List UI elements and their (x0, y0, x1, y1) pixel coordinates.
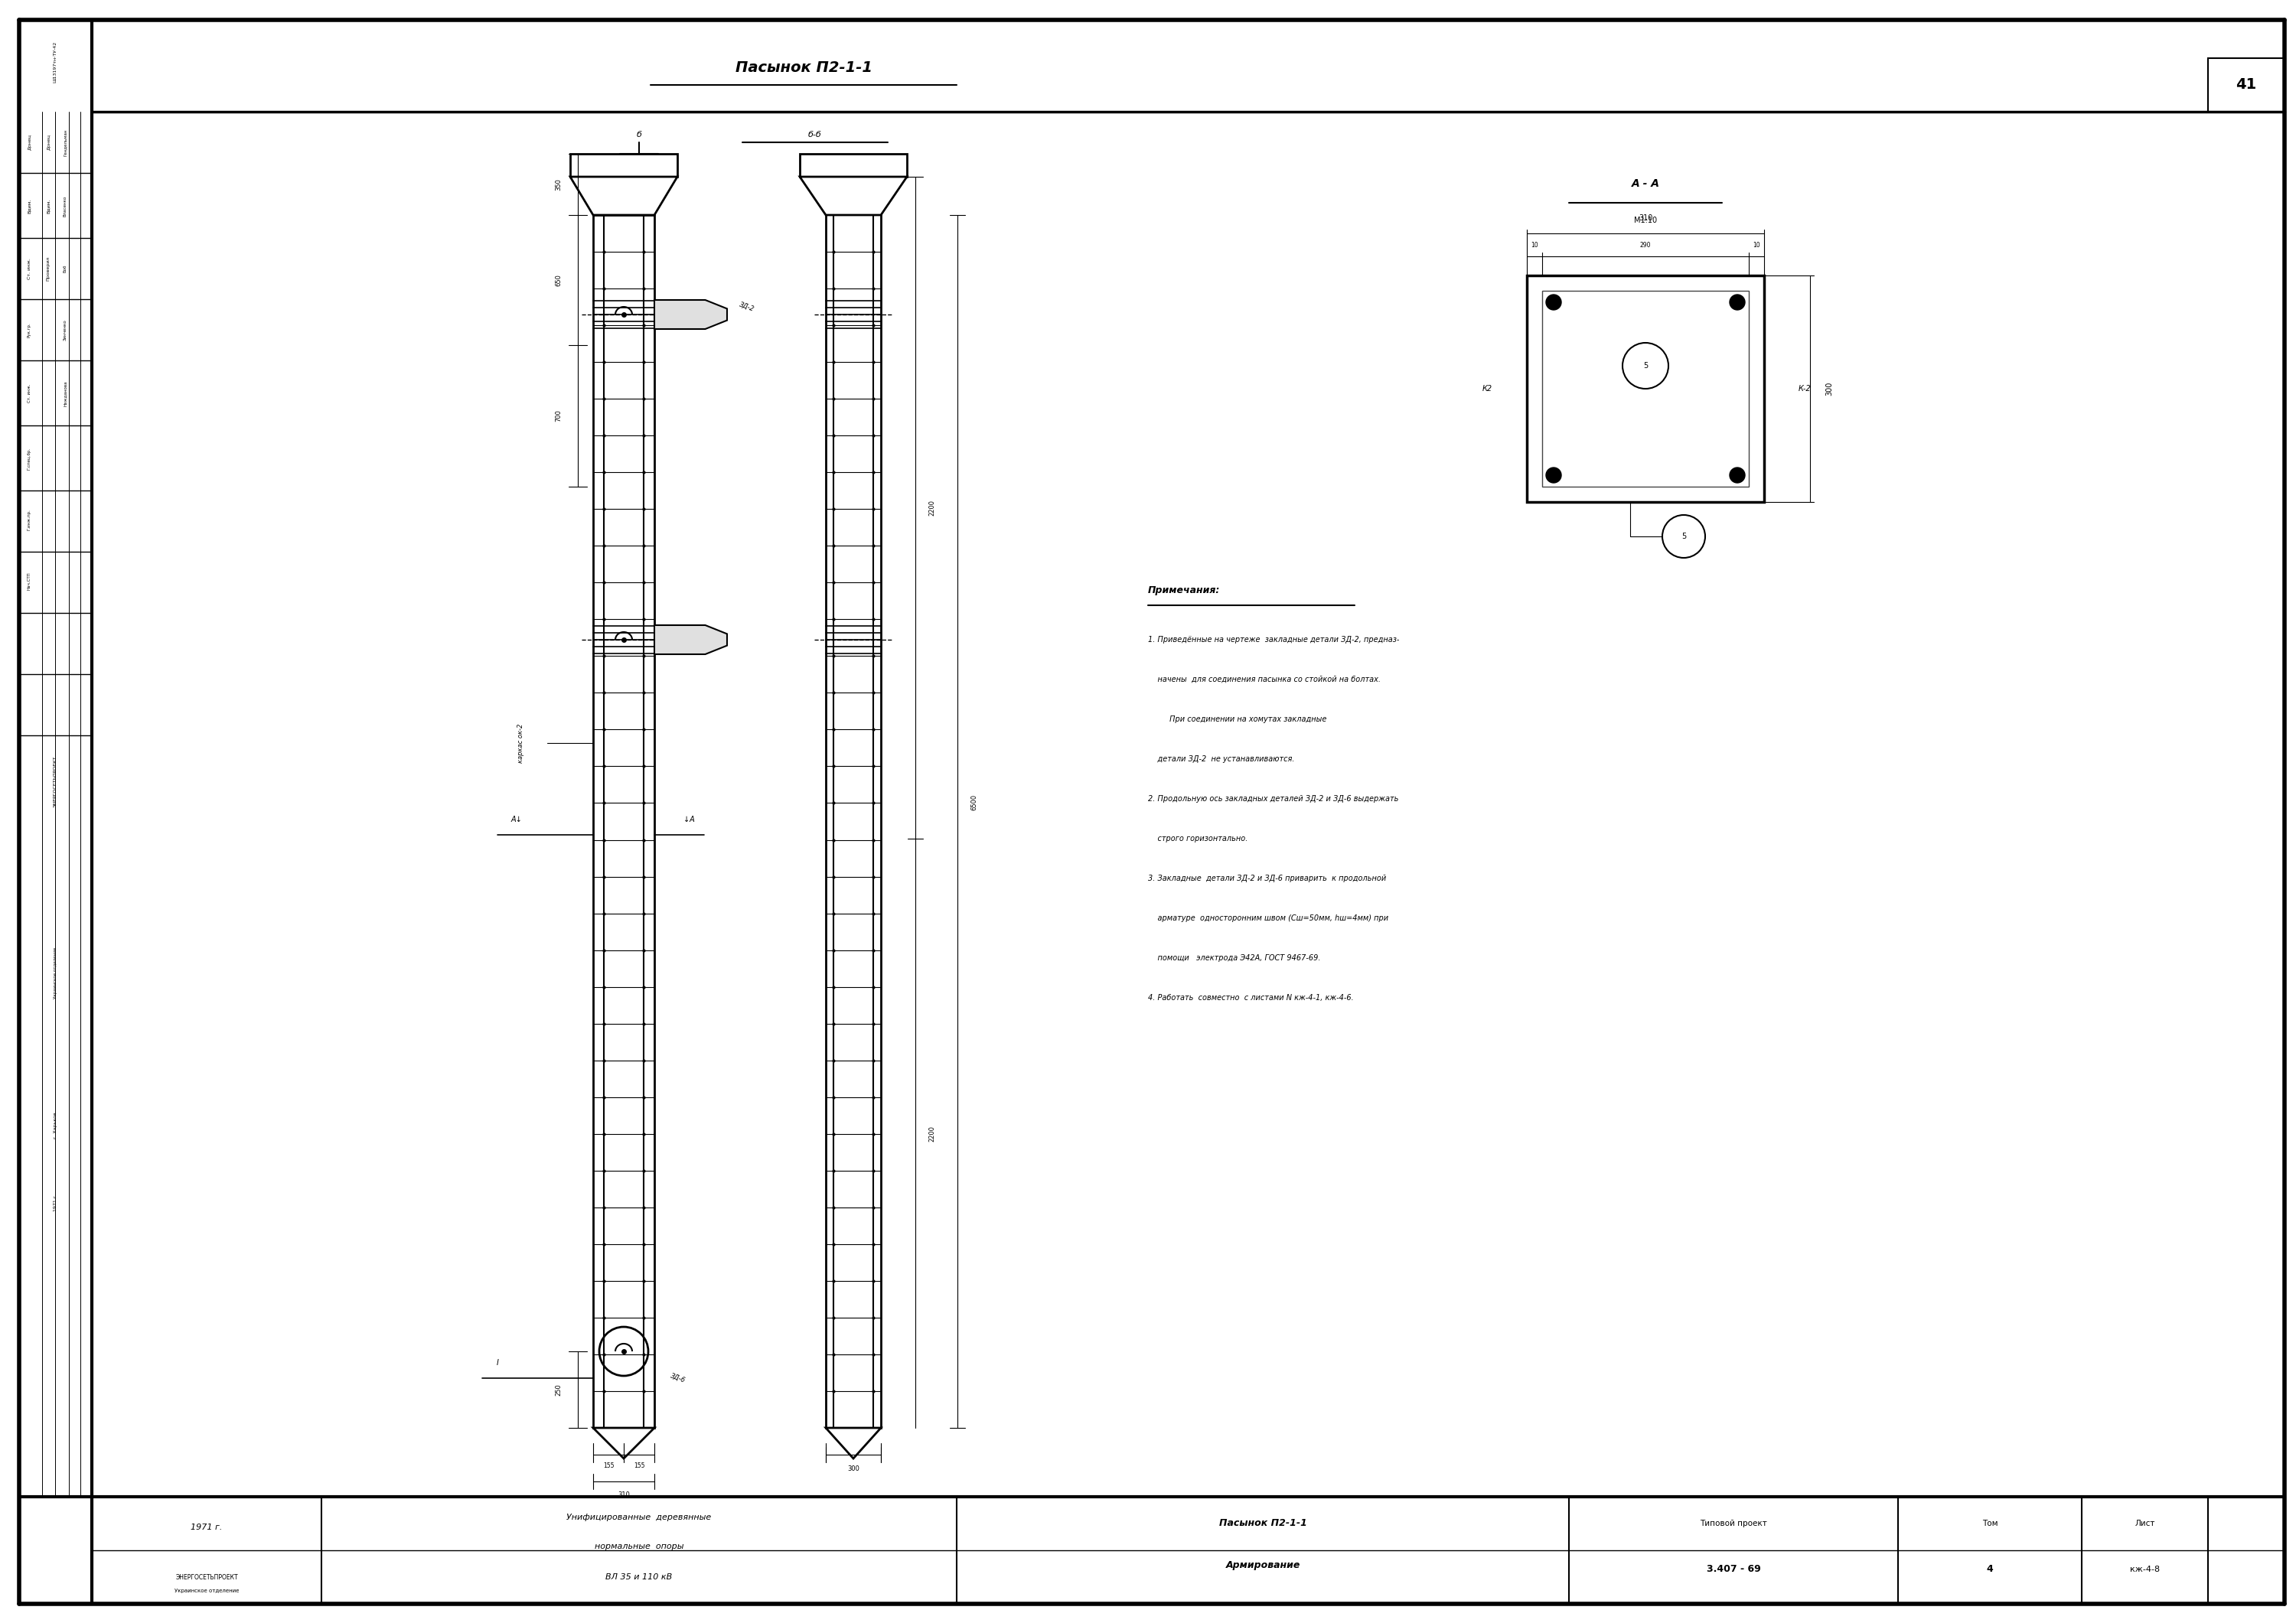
Text: б-б: б-б (808, 131, 822, 138)
Text: ВЛ 35 и 110 кВ: ВЛ 35 и 110 кВ (606, 1573, 673, 1581)
Text: 2200: 2200 (930, 500, 937, 516)
Text: нормальные  опоры: нормальные опоры (595, 1542, 684, 1550)
Text: 250: 250 (556, 1383, 563, 1396)
Text: помощи   электрода Э42А, ГОСТ 9467-69.: помощи электрода Э42А, ГОСТ 9467-69. (1148, 954, 1320, 962)
Text: Донец: Донец (28, 135, 32, 151)
Bar (799, 154, 907, 177)
Text: Зинченко: Зинченко (64, 320, 67, 341)
Text: 300: 300 (847, 1466, 859, 1472)
Text: К2: К2 (1483, 385, 1492, 393)
Text: Нежданова: Нежданова (64, 380, 67, 406)
Text: 4: 4 (1986, 1565, 1993, 1574)
Text: Нач.СТП: Нач.СТП (28, 571, 32, 589)
Text: Вдим.: Вдим. (28, 198, 32, 213)
Text: начены  для соединения пасынка со стойкой на болтах.: начены для соединения пасынка со стойкой… (1148, 675, 1380, 683)
Text: Ст. инж.: Ст. инж. (28, 385, 32, 403)
Bar (592, 214, 654, 1428)
Text: 3.407 - 69: 3.407 - 69 (1706, 1565, 1761, 1574)
Polygon shape (827, 1428, 882, 1459)
Circle shape (1545, 467, 1561, 484)
Text: 310: 310 (618, 1492, 629, 1498)
Text: М1:10: М1:10 (1635, 216, 1658, 224)
Bar (2209, 58, 2285, 112)
Text: 1. Приведённые на чертеже  закладные детали ЗД-2, предназ-: 1. Приведённые на чертеже закладные дета… (1148, 636, 1398, 644)
Text: арматуре  односторонним швом (Cш=50мм, hш=4мм) при: арматуре односторонним швом (Cш=50мм, hш… (1148, 914, 1389, 922)
Polygon shape (592, 1428, 654, 1459)
Text: А↓: А↓ (512, 816, 521, 823)
Text: 4. Работать  совместно  с листами N кж-4-1, кж-4-6.: 4. Работать совместно с листами N кж-4-1… (1148, 993, 1355, 1001)
Text: 10: 10 (1752, 242, 1761, 248)
Text: 6500: 6500 (971, 794, 978, 810)
Polygon shape (569, 177, 677, 214)
Polygon shape (799, 177, 907, 214)
Text: К-2: К-2 (1798, 385, 1812, 393)
Text: 2200: 2200 (930, 1125, 937, 1141)
Text: каркас ок-2: каркас ок-2 (517, 724, 523, 763)
Text: 350: 350 (556, 179, 563, 190)
Text: 3. Закладные  детали ЗД-2 и ЗД-6 приварить  к продольной: 3. Закладные детали ЗД-2 и ЗД-6 приварит… (1148, 875, 1387, 883)
Text: Г.инж.пр.: Г.инж.пр. (28, 510, 32, 531)
Text: Украинское отделение: Украинское отделение (174, 1589, 239, 1594)
Text: кж-4-8: кж-4-8 (2131, 1566, 2161, 1573)
Text: г. Харьков: г. Харьков (53, 1112, 57, 1139)
Text: детали ЗД-2  не устанавливаются.: детали ЗД-2 не устанавливаются. (1148, 755, 1295, 763)
Text: Типовой проект: Типовой проект (1699, 1519, 1768, 1527)
Text: 310: 310 (1639, 214, 1653, 222)
Text: 290: 290 (1639, 242, 1651, 248)
Text: 5: 5 (1681, 532, 1685, 540)
Text: Г.спец.бр.: Г.спец.бр. (28, 448, 32, 469)
Polygon shape (654, 300, 728, 329)
Bar (1543, 291, 1750, 487)
Text: ЗД-6: ЗД-6 (670, 1373, 687, 1384)
Bar (1527, 276, 1763, 502)
Text: 155: 155 (604, 1462, 613, 1469)
Text: Гендельман: Гендельман (64, 128, 67, 156)
Text: Ш13197тн-ТУ-42: Ш13197тн-ТУ-42 (53, 41, 57, 83)
Polygon shape (654, 625, 728, 654)
Text: Рук.гр.: Рук.гр. (28, 323, 32, 338)
Text: А - А: А - А (1630, 179, 1660, 188)
Text: 41: 41 (2236, 78, 2257, 93)
Text: Власенко: Власенко (64, 195, 67, 216)
Text: 155: 155 (634, 1462, 645, 1469)
Text: 1971 г.: 1971 г. (53, 1193, 57, 1211)
Circle shape (1545, 295, 1561, 310)
Text: Украинское отделение: Украинское отделение (53, 946, 57, 998)
Text: Боб: Боб (64, 265, 67, 273)
Circle shape (1729, 467, 1745, 484)
Text: Армирование: Армирование (1226, 1561, 1300, 1571)
Text: Донец: Донец (46, 135, 51, 151)
Text: б: б (636, 131, 641, 138)
Text: 300: 300 (1825, 381, 1832, 396)
Text: Примечания:: Примечания: (1148, 584, 1219, 596)
Text: ЭНЕРГОСЕТЬПРОЕКТ: ЭНЕРГОСЕТЬПРОЕКТ (53, 755, 57, 807)
Text: строго горизонтально.: строго горизонтально. (1148, 834, 1247, 842)
Text: ↓А: ↓А (684, 816, 693, 823)
Text: 650: 650 (556, 274, 563, 286)
Text: Ст. инж.: Ст. инж. (28, 258, 32, 279)
Text: 700: 700 (556, 411, 563, 422)
Text: При соединении на хомутах закладные: При соединении на хомутах закладные (1148, 716, 1327, 724)
Text: 5: 5 (1644, 362, 1649, 370)
Text: Том: Том (1981, 1519, 1998, 1527)
Text: Лист: Лист (2135, 1519, 2156, 1527)
Text: Вдим.: Вдим. (46, 198, 51, 213)
Circle shape (1729, 295, 1745, 310)
Text: ЭНЕРГОСЕТЬПРОЕКТ: ЭНЕРГОСЕТЬПРОЕКТ (174, 1574, 239, 1581)
Text: 1971 г.: 1971 г. (191, 1524, 223, 1530)
Text: Пасынок П2-1-1: Пасынок П2-1-1 (735, 60, 872, 75)
Text: Проверил: Проверил (46, 256, 51, 281)
Text: Унифицированные  деревянные: Унифицированные деревянные (567, 1514, 712, 1521)
Text: 2. Продольную ось закладных деталей ЗД-2 и ЗД-6 выдержать: 2. Продольную ось закладных деталей ЗД-2… (1148, 795, 1398, 803)
Bar (569, 154, 677, 177)
Bar (827, 177, 882, 1428)
Text: Пасынок П2-1-1: Пасынок П2-1-1 (1219, 1519, 1306, 1529)
Text: 10: 10 (1531, 242, 1538, 248)
Text: ЗД-2: ЗД-2 (739, 300, 755, 313)
